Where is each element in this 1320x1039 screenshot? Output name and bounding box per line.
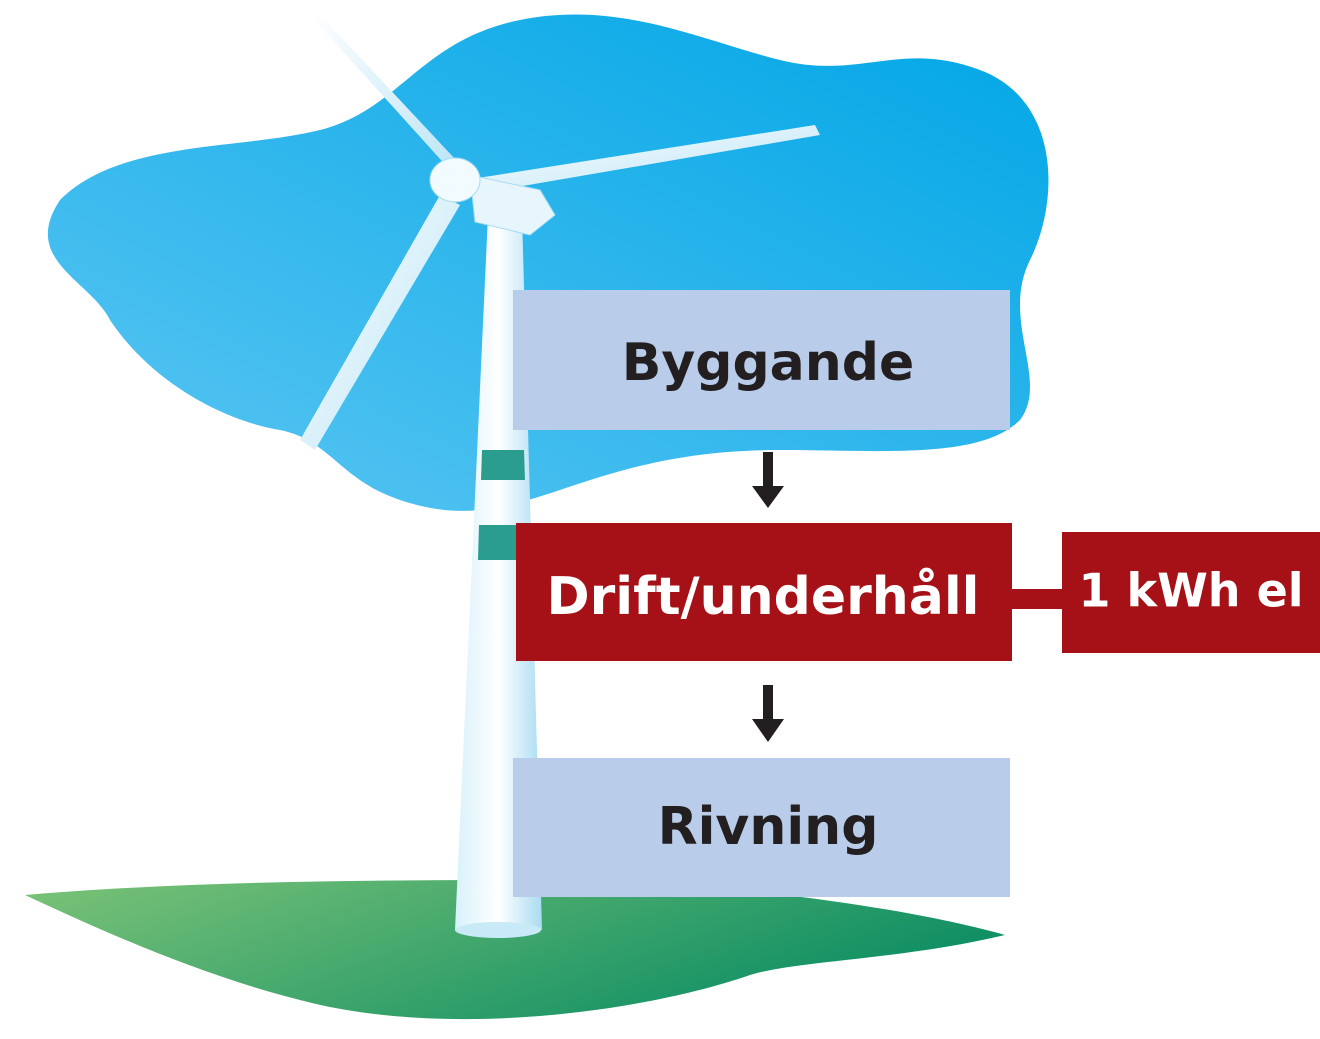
arrow [752, 452, 784, 508]
connector [1010, 589, 1064, 609]
output-label: 1 kWh el [1078, 564, 1303, 618]
stage-label: Drift/underhåll [546, 567, 979, 627]
stage-label: Rivning [658, 797, 879, 857]
diagram: Byggande Drift/underhåll 1 kWh el Rivnin… [0, 0, 1320, 1039]
sky-cloud [48, 15, 1049, 511]
arrow [752, 685, 784, 742]
stage-label: Byggande [622, 333, 915, 393]
